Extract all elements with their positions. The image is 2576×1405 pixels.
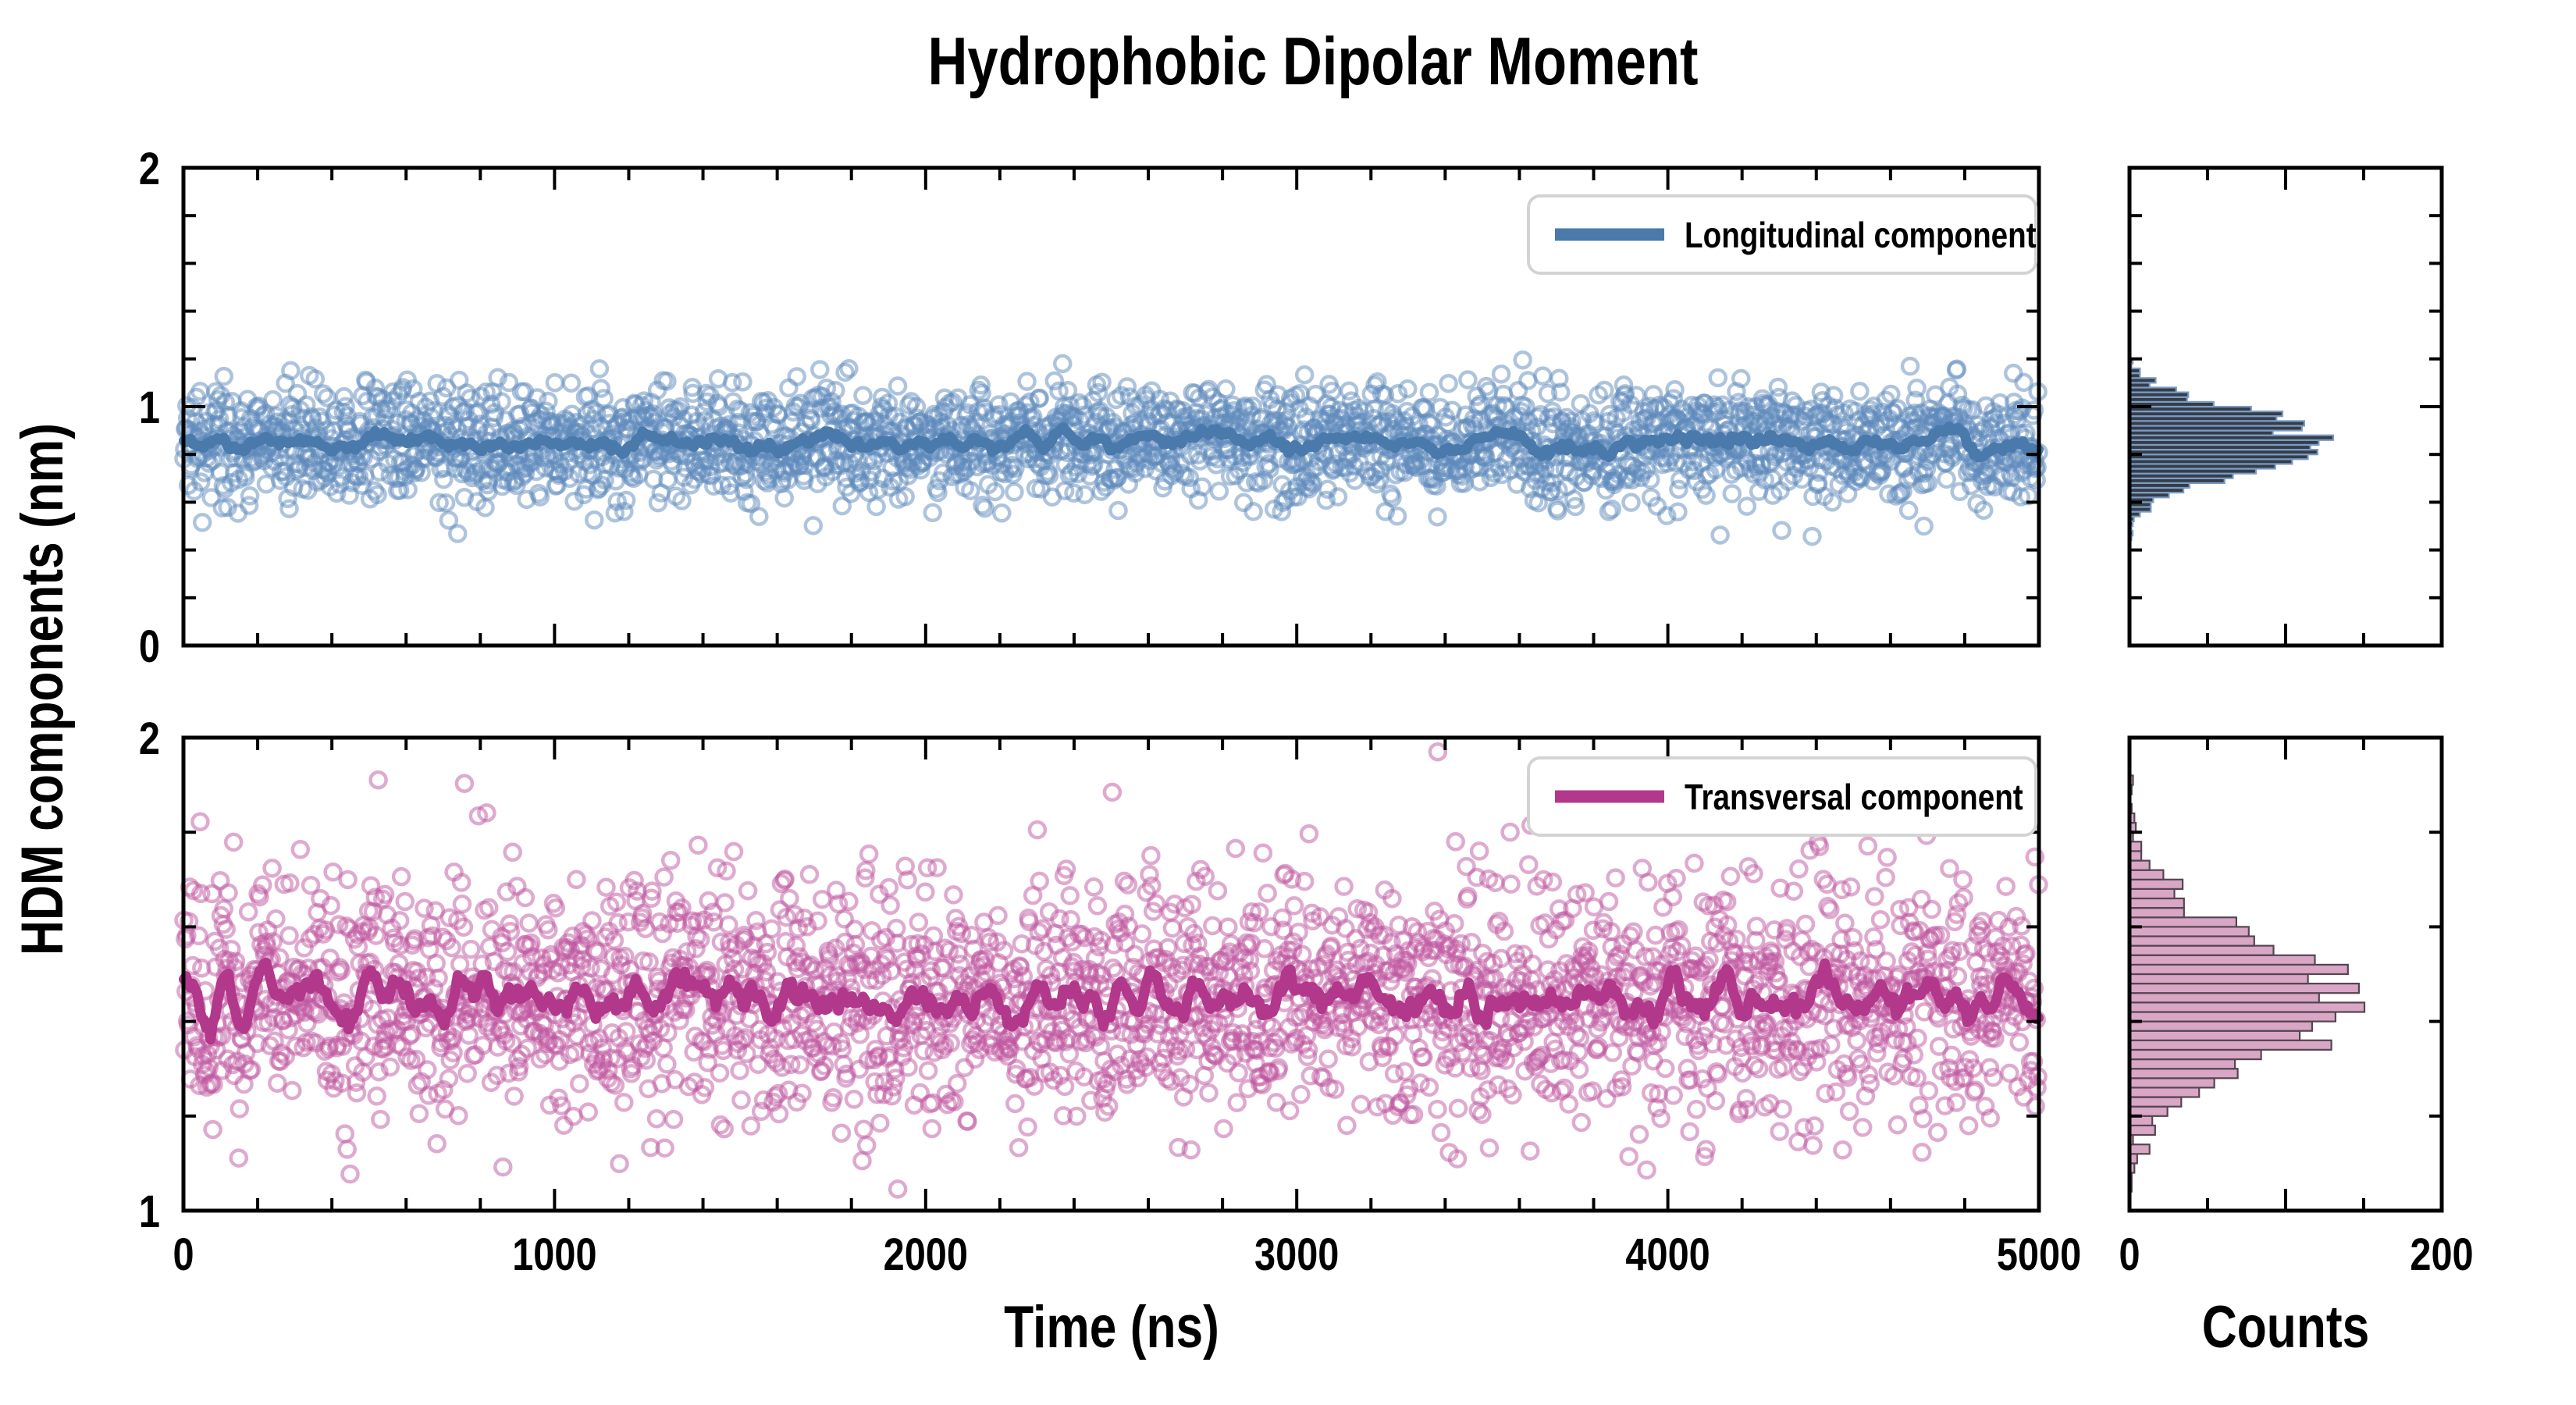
tick-label: 0 bbox=[2119, 1230, 2140, 1280]
tick-label: 1 bbox=[139, 1187, 160, 1237]
tick-label: 1000 bbox=[512, 1230, 596, 1280]
figure-title: Hydrophobic Dipolar Moment bbox=[927, 23, 1698, 98]
tick-label: 2 bbox=[139, 144, 160, 194]
x-axis-label-time: Time (ns) bbox=[1004, 1293, 1219, 1360]
transversal_timeseries-frame bbox=[181, 735, 2041, 1213]
scatter-longitudinal_timeseries bbox=[174, 350, 2048, 546]
legend-box-transversal bbox=[1527, 756, 2037, 837]
longitudinal_histogram-frame bbox=[2127, 165, 2444, 648]
legend-label-longitudinal: Longitudinal component bbox=[1685, 215, 2037, 255]
tick-label: 0 bbox=[173, 1230, 194, 1280]
legend-transversal: Transversal component bbox=[1527, 756, 2037, 837]
tick-label: 2000 bbox=[884, 1230, 968, 1280]
tick-label: 200 bbox=[2410, 1230, 2473, 1280]
histogram-bars-longitudinal_histogram bbox=[2129, 357, 2335, 542]
tick-label: 4000 bbox=[1625, 1230, 1710, 1280]
running-average-line-longitudinal_timeseries bbox=[179, 422, 2044, 463]
legend-longitudinal: Longitudinal component bbox=[1527, 194, 2037, 275]
tick-label: 3000 bbox=[1254, 1230, 1339, 1280]
x-axis-label-counts: Counts bbox=[2202, 1293, 2370, 1360]
tick-label: 2 bbox=[139, 714, 160, 764]
transversal_histogram-frame bbox=[2127, 735, 2444, 1213]
tick-label: 0 bbox=[139, 622, 160, 672]
legend-box-longitudinal bbox=[1527, 194, 2037, 275]
legend-label-transversal: Transversal component bbox=[1685, 777, 2023, 817]
tick-label: 5000 bbox=[1997, 1230, 2081, 1280]
histogram-bars-transversal_histogram bbox=[2129, 774, 2366, 1193]
tick-label: 1 bbox=[139, 383, 160, 433]
y-axis-label: HDM components (nm) bbox=[9, 423, 75, 955]
running-average-line-transversal_timeseries bbox=[179, 957, 2044, 1045]
